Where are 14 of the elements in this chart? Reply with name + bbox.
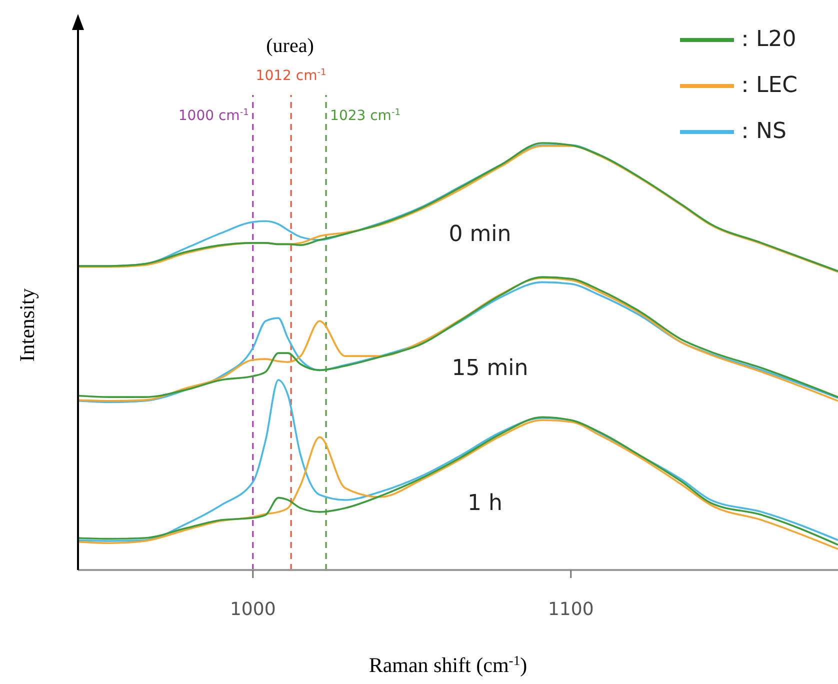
text: (urea) [266, 35, 314, 57]
x-tick-label: 1100 [548, 599, 594, 620]
x-axis-title: Raman shift (cm$^{-1}$) [368, 652, 528, 677]
annotation: 15 min [452, 356, 528, 382]
ref-line-label: 1023 cm$^{-1}$ [330, 108, 401, 124]
annotation: 0 min [448, 222, 512, 248]
annotation: 1 h [468, 491, 502, 516]
y-axis-title: Intensity [15, 288, 39, 362]
ref-line-label: 1000 cm$^{-1}$ [178, 108, 249, 124]
x-tick-label: 1000 [230, 599, 276, 620]
legend-label: ：NS [734, 119, 786, 144]
legend-label: ：L20 [734, 27, 796, 52]
legend-label: ：LEC [734, 73, 798, 98]
ref-line-label: 1012 cm$^{-1}$ [256, 68, 326, 84]
